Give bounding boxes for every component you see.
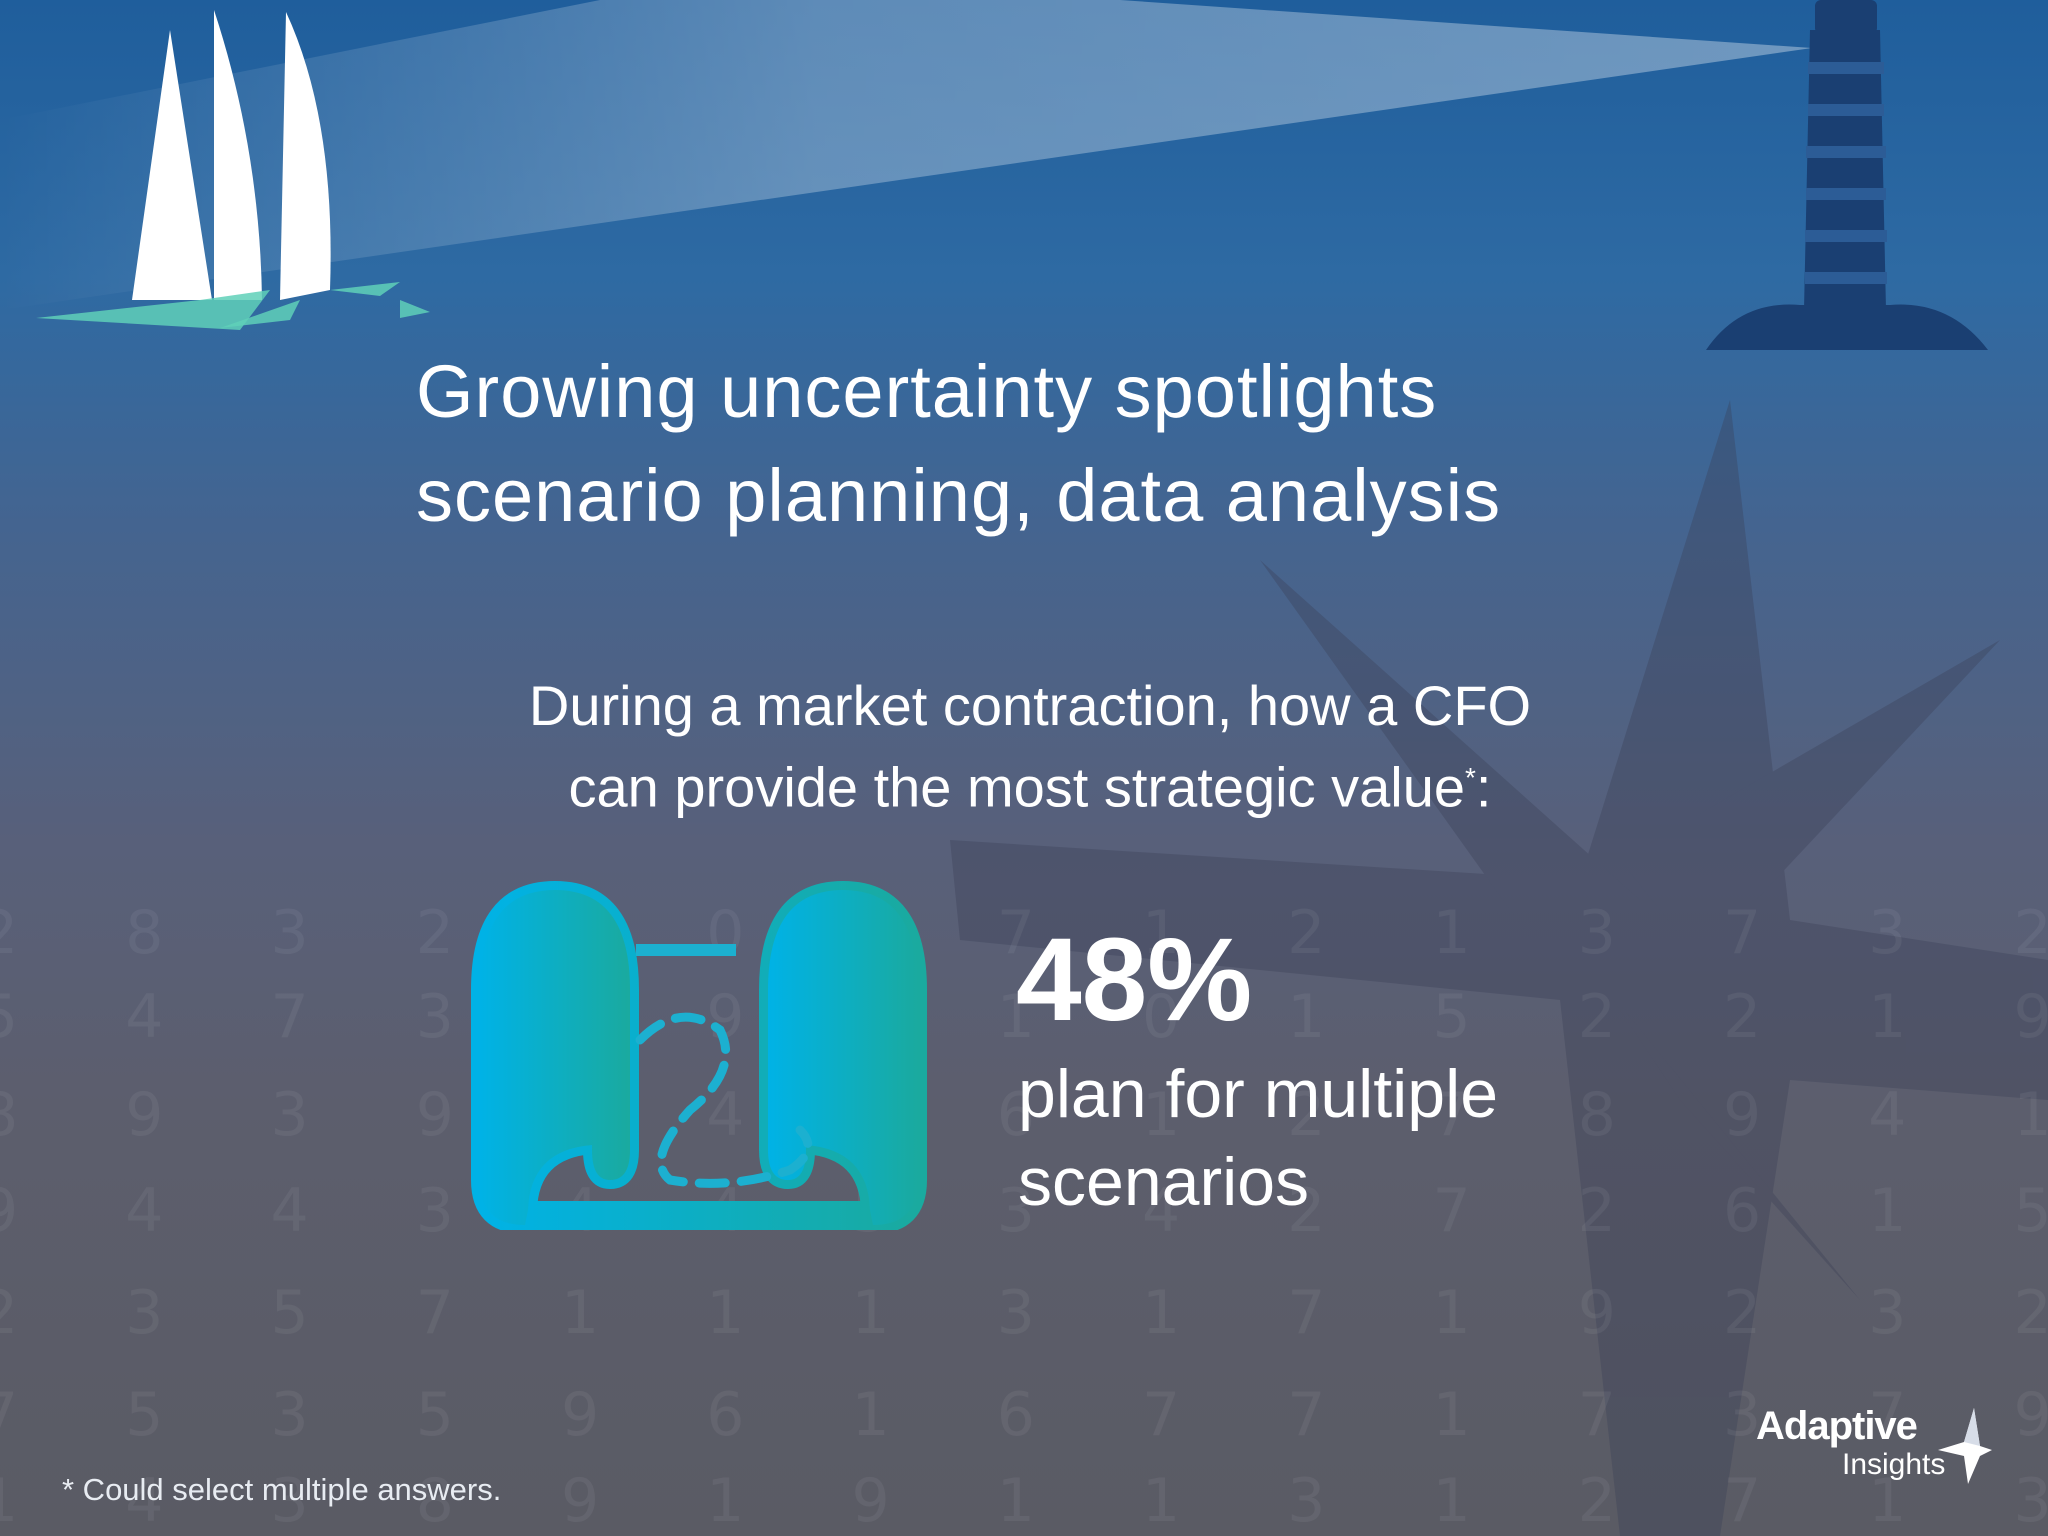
stat-label-line-2: scenarios (1018, 1144, 1310, 1220)
digit-row: 2 8 3 2 9 0 3 7 1 2 1 3 7 3 2 1 9 3 2 3 … (0, 898, 2048, 968)
stat-percentage: 48% (1016, 914, 1253, 1046)
stat-label-line-1: plan for multiple (1018, 1056, 1499, 1132)
page-title: Growing uncertainty spotlights scenario … (416, 340, 1716, 548)
lighthouse-stripes (1805, 62, 1887, 284)
light-beam (0, 0, 1812, 310)
question-line-1: During a market contraction, how a CFO (528, 674, 1532, 737)
survey-question: During a market contraction, how a CFO c… (330, 670, 1730, 824)
compass-logo-icon (1938, 1408, 1992, 1484)
scenario-scroll-icon (470, 880, 930, 1234)
digit-row: 9 4 4 3 4 4 5 3 4 2 7 2 6 1 5 8 4 6 7 2 … (0, 1176, 2048, 1246)
question-line-2: can provide the most strategic value*: (330, 742, 1730, 824)
question-suffix: : (1475, 755, 1492, 819)
compass-star-shape (950, 400, 2048, 1536)
digit-row: 7 5 3 5 9 6 1 6 7 7 1 7 3 7 9 8 3 8 9 9 … (0, 1380, 2048, 1450)
logo-word-insights: Insights (1842, 1448, 1946, 1481)
footnote-text: * Could select multiple answers. (62, 1472, 502, 1507)
question-line-2-text: can provide the most strategic value (568, 755, 1465, 819)
digit-row: 8 9 3 9 7 4 1 6 1 2 7 8 9 4 1 7 5 5 1 4 … (0, 1080, 2048, 1150)
adaptive-insights-logo: Adaptive Insights (1756, 1404, 1996, 1494)
title-line-2: scenario planning, data analysis (416, 454, 1502, 537)
title-line-1: Growing uncertainty spotlights (416, 350, 1438, 433)
stat-description: plan for multiple scenarios (1018, 1050, 1618, 1226)
sailboat-shape (36, 10, 430, 330)
digit-row: 5 4 7 3 4 9 8 1 0 1 5 2 2 1 9 7 3 5 7 9 … (0, 982, 2048, 1052)
footnote-marker: * (1465, 762, 1476, 793)
digit-row: 1 4 3 8 9 1 9 1 1 3 1 2 7 1 3 1 7 1 3 1 … (0, 1466, 2048, 1536)
logo-word-adaptive: Adaptive (1756, 1404, 1918, 1448)
digit-row: 2 3 5 7 1 1 1 3 1 7 1 9 2 3 2 9 3 1 3 7 … (0, 1278, 2048, 1348)
